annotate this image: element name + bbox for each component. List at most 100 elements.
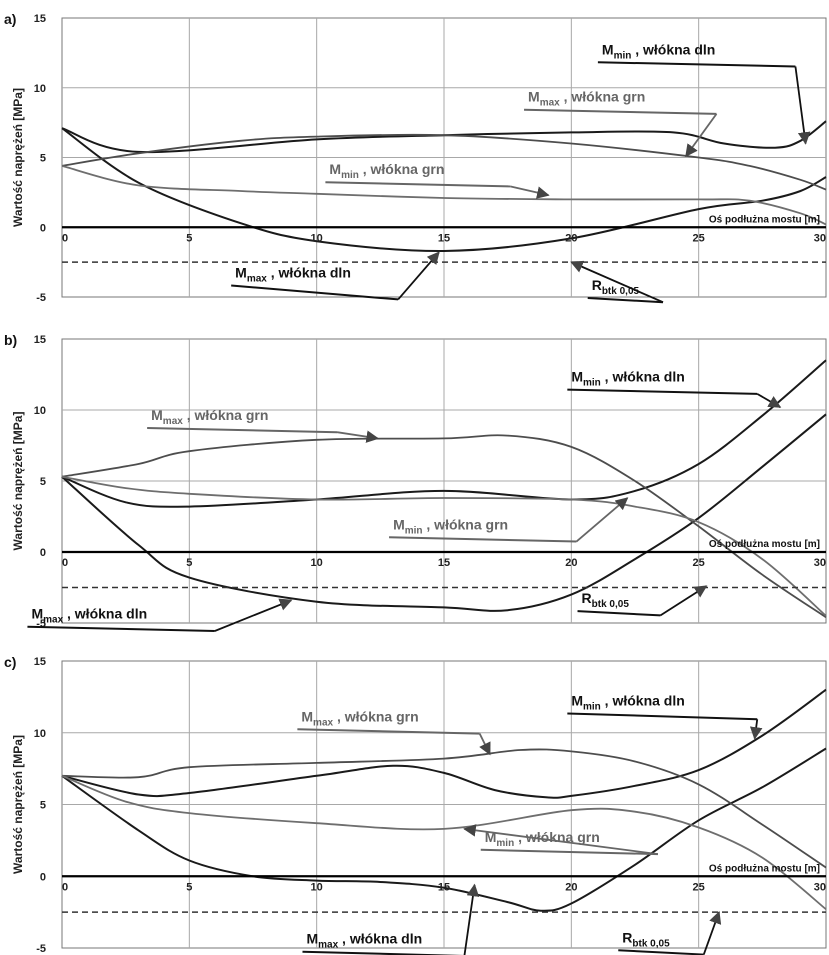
annotation-max-2: Mmax , włókna grn [147, 407, 380, 443]
series-line-mmin-grn [61, 475, 827, 617]
annotation-min-1: Mmin , włókna dln [567, 692, 763, 740]
x-axis-note: Oś podłużna mostu [m] [709, 539, 820, 550]
annotation-min-3: Mmin , włókna grn [463, 824, 659, 856]
x-tick-label: 0 [62, 557, 68, 569]
x-axis-note: Oś podłużna mostu [m] [709, 214, 820, 225]
annotation-underline [480, 848, 658, 856]
annotation-label: Rbtk 0,05 [582, 590, 630, 610]
annotation-label: Mmin , włókna dln [571, 692, 684, 712]
x-tick-label: 20 [565, 557, 577, 569]
y-tick-label: 5 [40, 800, 46, 812]
x-tick-label: 30 [814, 881, 826, 893]
x-tick-label: 30 [814, 557, 826, 569]
annotation-arrow [336, 430, 380, 443]
y-tick-label: 15 [34, 656, 46, 668]
y-tick-label: 0 [40, 222, 46, 234]
series-line-mmin-dln [61, 359, 827, 508]
annotation-label: Mmin , włókna grn [329, 161, 444, 181]
y-tick-label: -5 [36, 292, 46, 304]
annotation-underline [27, 625, 215, 632]
annotation-underline [231, 284, 399, 301]
x-tick-label: 5 [186, 881, 192, 893]
annotation-label: Rbtk 0,05 [622, 929, 670, 949]
annotation-arrow [685, 113, 718, 158]
annotation-underline [567, 388, 758, 395]
x-tick-label: 20 [565, 881, 577, 893]
annotation-max-4: Mmax , włókna dln [27, 598, 293, 632]
annotation-min-1: Mmin , włókna dln [567, 369, 782, 408]
annotation-arrow [510, 185, 550, 199]
annotation-arrow [214, 598, 293, 632]
x-tick-label: 0 [62, 881, 68, 893]
chart-panel-1: 0 5 10 15 20 25 30 -5 0 5 10 15 a) Wartość naprężeń [… [4, 11, 827, 304]
annotation-underline [577, 610, 661, 617]
annotation-btk-5: Rbtk 0,05 [618, 910, 722, 955]
x-tick-label: 25 [693, 232, 705, 244]
annotation-underline [325, 181, 511, 188]
series-line-mmax-dln [61, 127, 827, 253]
x-tick-label: 10 [311, 557, 323, 569]
x-tick-label: 30 [814, 232, 826, 244]
annotation-min-3: Mmin , włókna grn [389, 497, 629, 543]
series-line-mmax-grn [61, 748, 827, 869]
y-tick-label: 15 [34, 13, 46, 25]
annotation-underline [587, 297, 664, 304]
annotation-underline [597, 61, 796, 68]
annotation-max-4: Mmax , włókna dln [302, 883, 480, 955]
annotation-max-4: Mmax , włókna dln [231, 251, 440, 301]
x-tick-label: 5 [186, 232, 192, 244]
annotation-underline [297, 728, 480, 735]
series-line-mmax-grn [61, 434, 827, 619]
chart-panel-2: 0 5 10 15 20 25 30 -5 0 5 10 15 b) Wartość naprężeń [… [4, 332, 827, 632]
annotation-label: Mmin , włókna dln [571, 369, 684, 389]
annotation-arrow [756, 393, 782, 408]
annotation-min-3: Mmin , włókna grn [325, 161, 550, 199]
annotation-label: Mmax , włókna grn [528, 89, 645, 109]
annotation-label: Mmin , włókna grn [393, 516, 508, 536]
chart-panel-3: 0 5 10 15 20 25 30 -5 0 5 10 15 c) Wartość naprężeń [… [4, 654, 827, 955]
y-tick-label: -5 [36, 618, 46, 630]
y-tick-label: 15 [34, 334, 46, 346]
annotation-arrow [463, 824, 659, 856]
annotation-arrow [478, 733, 491, 756]
y-tick-label: 0 [40, 871, 46, 883]
y-tick-label: 0 [40, 547, 46, 559]
x-tick-label: 25 [693, 881, 705, 893]
x-tick-label: 15 [438, 881, 450, 893]
series-line-mmin-dln [61, 688, 827, 799]
annotation-label: Mmax , włókna dln [235, 264, 351, 284]
x-tick-label: 10 [311, 232, 323, 244]
annotation-label: Mmax , włókna grn [301, 708, 418, 728]
annotation-label: Mmax , włókna dln [31, 606, 147, 626]
y-axis-label: Wartość naprężeń [MPa] [11, 412, 25, 551]
annotation-underline [567, 712, 758, 721]
annotation-label: Mmax , włókna dln [306, 931, 422, 951]
y-tick-label: 5 [40, 476, 46, 488]
panel-label: c) [4, 654, 16, 670]
x-tick-label: 15 [438, 232, 450, 244]
panel-label: a) [4, 11, 16, 27]
series-line-mmax-grn [61, 133, 827, 191]
annotation-label: Rbtk 0,05 [592, 277, 640, 297]
x-axis-note: Oś podłużna mostu [m] [709, 863, 820, 874]
x-tick-label: 25 [693, 557, 705, 569]
annotation-arrow [463, 883, 480, 955]
annotation-btk-5: Rbtk 0,05 [577, 585, 708, 617]
annotation-underline [524, 108, 717, 115]
annotation-label: Mmin , włókna dln [602, 41, 715, 61]
annotation-btk-5: Rbtk 0,05 [570, 260, 664, 304]
annotation-label: Mmin , włókna grn [485, 829, 600, 849]
annotation-underline [302, 950, 465, 955]
series-line-mmin-grn [61, 774, 827, 910]
series-line-mmin-dln [61, 120, 827, 154]
x-tick-label: 10 [311, 881, 323, 893]
series-line-mmin-grn [61, 165, 827, 226]
annotation-max-2: Mmax , włókna grn [524, 89, 718, 158]
annotation-min-1: Mmin , włókna dln [597, 41, 811, 145]
x-tick-label: 5 [186, 557, 192, 569]
y-tick-label: 5 [40, 153, 46, 165]
y-tick-label: -5 [36, 943, 46, 955]
annotation-underline [389, 536, 577, 543]
